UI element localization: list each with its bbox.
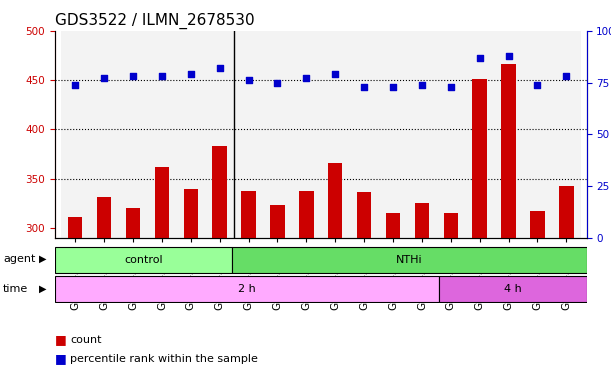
Point: [331, 71, 340, 77]
Bar: [119, 31, 147, 238]
Text: NTHi: NTHi: [396, 255, 423, 265]
Bar: [386, 214, 400, 238]
Bar: [552, 31, 581, 238]
Bar: [357, 192, 371, 238]
Bar: [379, 31, 408, 238]
Text: 2 h: 2 h: [238, 284, 256, 294]
Point: [128, 73, 138, 79]
Text: GDS3522 / ILMN_2678530: GDS3522 / ILMN_2678530: [55, 13, 255, 29]
FancyBboxPatch shape: [55, 276, 439, 302]
Point: [562, 73, 571, 79]
Point: [446, 84, 456, 90]
Bar: [502, 64, 516, 238]
Point: [417, 81, 426, 88]
Bar: [60, 31, 90, 238]
Bar: [349, 31, 379, 238]
Bar: [213, 146, 227, 238]
Bar: [177, 31, 205, 238]
Text: ■: ■: [55, 333, 67, 346]
Bar: [68, 217, 82, 238]
Point: [70, 81, 80, 88]
Bar: [408, 31, 436, 238]
Point: [301, 75, 311, 81]
Bar: [270, 205, 285, 238]
Bar: [263, 31, 292, 238]
Bar: [183, 189, 198, 238]
Bar: [559, 186, 574, 238]
Text: agent: agent: [3, 254, 35, 264]
Point: [359, 84, 369, 90]
Bar: [299, 191, 313, 238]
Bar: [328, 163, 342, 238]
Bar: [241, 191, 256, 238]
Point: [244, 78, 254, 84]
Text: percentile rank within the sample: percentile rank within the sample: [70, 354, 258, 364]
Bar: [234, 31, 263, 238]
Point: [273, 79, 282, 86]
FancyBboxPatch shape: [232, 247, 587, 273]
Point: [388, 84, 398, 90]
Text: time: time: [3, 284, 28, 294]
Text: ▶: ▶: [38, 254, 46, 264]
Text: 4 h: 4 h: [504, 284, 522, 294]
Point: [475, 55, 485, 61]
Bar: [292, 31, 321, 238]
Bar: [205, 31, 234, 238]
Point: [533, 81, 543, 88]
Bar: [472, 79, 487, 238]
Point: [503, 53, 513, 59]
Text: ■: ■: [55, 353, 67, 366]
Bar: [147, 31, 177, 238]
Text: control: control: [124, 255, 163, 265]
Bar: [415, 202, 429, 238]
Bar: [436, 31, 465, 238]
Bar: [126, 209, 140, 238]
FancyBboxPatch shape: [439, 276, 587, 302]
Bar: [465, 31, 494, 238]
Bar: [321, 31, 349, 238]
Bar: [90, 31, 119, 238]
FancyBboxPatch shape: [55, 247, 232, 273]
Point: [157, 73, 167, 79]
Bar: [530, 212, 544, 238]
Point: [215, 65, 225, 71]
Bar: [494, 31, 523, 238]
Bar: [523, 31, 552, 238]
Bar: [97, 197, 111, 238]
Text: count: count: [70, 335, 102, 345]
Bar: [155, 167, 169, 238]
Point: [99, 75, 109, 81]
Text: ▶: ▶: [38, 284, 46, 294]
Bar: [444, 214, 458, 238]
Point: [186, 71, 196, 77]
